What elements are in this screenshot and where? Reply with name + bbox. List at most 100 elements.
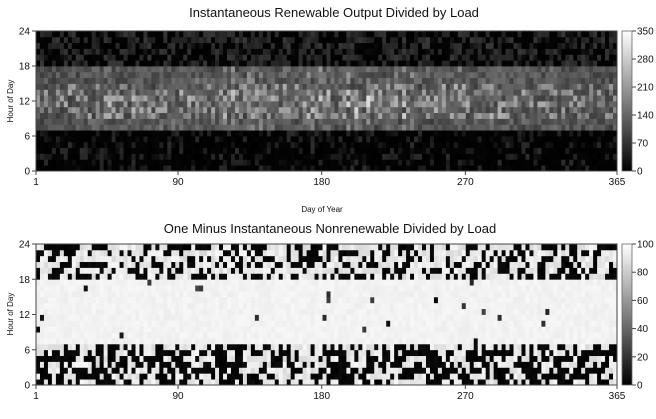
heatmap-cell: [179, 373, 184, 380]
heatmap-cell: [441, 112, 447, 119]
heatmap-cell: [330, 42, 335, 49]
heatmap-cell: [223, 379, 228, 386]
heatmap-cell: [115, 159, 120, 166]
heatmap-cell: [99, 106, 105, 114]
heatmap-cell: [441, 141, 447, 149]
heatmap-cell: [414, 165, 419, 172]
heatmap-cell: [378, 153, 383, 160]
heatmap-cell: [290, 101, 296, 108]
heatmap-cell: [67, 42, 73, 49]
heatmap-cell: [334, 48, 339, 55]
heatmap-cell: [453, 48, 459, 55]
heatmap-cell: [175, 326, 180, 333]
heatmap-cell: [227, 255, 232, 263]
heatmap-cell: [294, 141, 300, 149]
heatmap-cell: [63, 267, 69, 274]
heatmap-cell: [374, 83, 379, 90]
heatmap-cell: [537, 153, 542, 160]
heatmap-cell: [422, 118, 427, 125]
heatmap-cell: [219, 249, 224, 257]
heatmap-cell: [254, 273, 260, 280]
heatmap-cell: [230, 159, 236, 166]
heatmap-cell: [609, 77, 614, 84]
heatmap-cell: [139, 77, 144, 84]
heatmap-cell: [386, 136, 391, 143]
heatmap-cell: [445, 77, 451, 84]
heatmap-cell: [342, 118, 347, 125]
heatmap-cell: [87, 261, 93, 268]
heatmap-cell: [211, 83, 216, 90]
heatmap-cell: [43, 355, 49, 362]
heatmap-cell: [199, 112, 204, 119]
heatmap-cell: [59, 255, 65, 263]
heatmap-cell: [47, 326, 53, 333]
heatmap-cell: [605, 83, 610, 90]
heatmap-cell: [382, 83, 387, 90]
heatmap-cell: [246, 338, 252, 345]
heatmap-cell: [441, 159, 447, 166]
heatmap-cell: [171, 48, 176, 55]
heatmap-cell: [481, 159, 487, 166]
heatmap-cell: [386, 118, 391, 125]
heatmap-cell: [386, 112, 391, 119]
heatmap-cell: [274, 77, 280, 84]
heatmap-cell: [95, 255, 101, 263]
heatmap-cell: [525, 54, 530, 61]
heatmap-cell: [143, 379, 148, 386]
heatmap-cell: [449, 153, 455, 160]
heatmap-cell: [139, 153, 144, 160]
heatmap-cell: [203, 302, 208, 310]
heatmap-cell: [453, 95, 459, 102]
heatmap-cell: [95, 291, 101, 298]
heatmap-cell: [111, 106, 116, 114]
heatmap-cell: [167, 338, 172, 345]
heatmap-cell: [378, 54, 383, 61]
heatmap-cell: [159, 31, 164, 38]
heatmap-cell: [107, 159, 113, 166]
heatmap-cell: [159, 261, 164, 268]
heatmap-cell: [199, 373, 204, 380]
heatmap-cell: [350, 112, 355, 119]
heatmap-cell: [83, 244, 89, 251]
heatmap-cell: [266, 296, 272, 304]
chart-title-2: One Minus Instantaneous Nonrenewable Div…: [164, 221, 496, 236]
heatmap-cell: [91, 60, 97, 67]
heatmap-cell: [501, 48, 506, 55]
heatmap-cell: [437, 153, 443, 160]
heatmap-cell: [207, 338, 212, 345]
heatmap-cell: [358, 124, 363, 131]
heatmap-cell: [501, 71, 506, 79]
heatmap-cell: [597, 77, 602, 84]
heatmap-cell: [175, 314, 180, 321]
heatmap-cell: [207, 77, 212, 84]
heatmap-cell: [36, 320, 41, 327]
heatmap-cell: [143, 42, 148, 49]
heatmap-cell: [569, 48, 574, 55]
heatmap-cell: [51, 279, 57, 286]
heatmap-cell: [115, 349, 120, 357]
heatmap-cell: [310, 165, 315, 172]
heatmap-cell: [147, 291, 152, 298]
heatmap-cell: [230, 349, 236, 357]
heatmap-cell: [425, 112, 431, 119]
heatmap-cell: [441, 147, 447, 154]
heatmap-cell: [75, 71, 81, 79]
heatmap-cell: [342, 124, 347, 131]
heatmap-cell: [139, 66, 144, 73]
heatmap-cell: [378, 159, 383, 166]
heatmap-cell: [577, 101, 582, 108]
heatmap-cell: [258, 267, 264, 274]
heatmap-cell: [115, 355, 120, 362]
heatmap-cell: [250, 279, 256, 286]
heatmap-cell: [199, 101, 204, 108]
heatmap-cell: [191, 66, 196, 73]
heatmap-cell: [414, 118, 419, 125]
heatmap-cell: [613, 31, 618, 38]
heatmap-cell: [541, 60, 546, 67]
heatmap-cell: [151, 124, 156, 131]
heatmap-cell: [541, 71, 546, 79]
heatmap-cell: [230, 302, 236, 310]
heatmap-cell: [207, 302, 212, 310]
heatmap-cell: [83, 71, 89, 79]
heatmap-cell: [211, 48, 216, 55]
